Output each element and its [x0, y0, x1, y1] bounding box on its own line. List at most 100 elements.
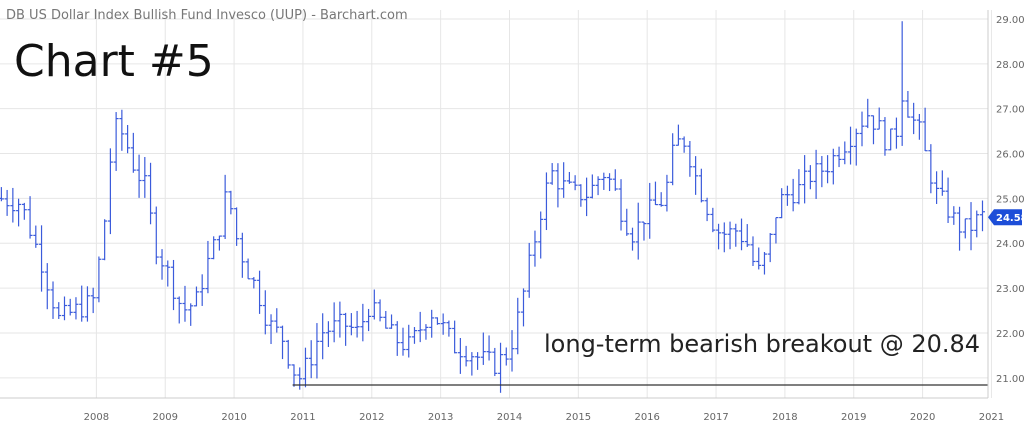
- ohlc-bar: [360, 303, 366, 342]
- ohlc-bar: [377, 299, 383, 322]
- ohlc-bar: [859, 111, 865, 147]
- y-tick-label: 21.00: [996, 374, 1024, 385]
- ohlc-bar: [664, 174, 670, 212]
- chart-title: DB US Dollar Index Bullish Fund Invesco …: [6, 8, 408, 23]
- ohlc-bar: [348, 313, 354, 336]
- ohlc-bar: [411, 327, 417, 344]
- ohlc-bar: [647, 182, 653, 239]
- ohlc-bar: [555, 163, 561, 208]
- ohlc-bar: [245, 258, 251, 280]
- ohlc-bar: [325, 321, 331, 347]
- ohlc-bar: [302, 347, 308, 388]
- x-tick-label: 2020: [910, 412, 935, 423]
- ohlc-bar: [33, 225, 39, 248]
- ohlc-bar: [297, 367, 303, 390]
- ohlc-bar: [825, 155, 831, 184]
- ohlc-bar: [27, 196, 33, 239]
- ohlc-bar: [457, 337, 463, 374]
- ohlc-bar: [280, 325, 286, 360]
- ohlc-bar: [354, 310, 360, 338]
- ohlc-bar: [779, 188, 785, 219]
- ohlc-bar: [876, 107, 882, 130]
- ohlc-bar: [893, 117, 899, 149]
- ohlc-bar: [285, 339, 291, 369]
- ohlc-bar: [50, 281, 56, 319]
- ohlc-bar: [549, 163, 555, 185]
- ohlc-bar: [56, 302, 62, 319]
- ohlc-bar: [934, 171, 940, 204]
- ohlc-bar: [159, 249, 165, 280]
- ohlc-bar: [21, 202, 27, 220]
- ohlc-bar: [813, 149, 819, 199]
- ohlc-bar: [205, 240, 211, 294]
- ohlc-bar: [165, 260, 171, 287]
- ohlc-bar: [480, 332, 486, 365]
- ohlc-bar: [767, 233, 773, 263]
- ohlc-bar: [578, 184, 584, 207]
- ohlc-bar: [721, 222, 727, 253]
- y-tick-label: 22.00: [996, 329, 1024, 340]
- ohlc-bar: [675, 124, 681, 146]
- ohlc-bar: [612, 169, 618, 191]
- ohlc-bar: [228, 190, 234, 215]
- ohlc-bar: [928, 144, 934, 194]
- ohlc-bar: [727, 221, 733, 250]
- ohlc-bar: [222, 174, 228, 240]
- price-bars: [0, 21, 985, 393]
- ohlc-bar: [262, 290, 268, 335]
- x-tick-label: 2010: [221, 412, 246, 423]
- ohlc-bar: [848, 126, 854, 165]
- ohlc-bar: [716, 223, 722, 250]
- ohlc-bar: [90, 287, 96, 314]
- ohlc-bar: [257, 270, 263, 314]
- ohlc-bar: [888, 128, 894, 151]
- ohlc-bar: [561, 162, 567, 198]
- ohlc-bar: [974, 210, 980, 238]
- ohlc-bar: [107, 148, 113, 235]
- ohlc-bar: [274, 308, 280, 333]
- ohlc-bar: [733, 223, 739, 247]
- ohlc-bar: [469, 352, 475, 376]
- ohlc-bar: [710, 207, 716, 233]
- ohlc-bar: [446, 320, 452, 337]
- ohlc-bar: [584, 177, 590, 217]
- ohlc-bar: [417, 311, 423, 343]
- ohlc-bar: [595, 176, 601, 196]
- ohlc-bar: [515, 297, 521, 355]
- ohlc-bar: [176, 296, 182, 324]
- ohlc-bar: [44, 263, 50, 310]
- ohlc-bar: [601, 172, 607, 190]
- ohlc-bar: [509, 330, 515, 372]
- ohlc-bar: [153, 206, 159, 265]
- ohlc-bar: [371, 289, 377, 320]
- ohlc-bar: [343, 312, 349, 346]
- ohlc-bar: [211, 236, 217, 260]
- ohlc-bar: [520, 288, 526, 327]
- ohlc-bar: [268, 314, 274, 345]
- ohlc-bar: [148, 162, 154, 225]
- y-tick-label: 28.00: [996, 60, 1024, 71]
- ohlc-bar: [452, 320, 458, 354]
- ohlc-bar: [641, 221, 647, 241]
- x-tick-label: 2017: [703, 412, 728, 423]
- ohlc-bar: [423, 324, 429, 340]
- ohlc-bar: [836, 146, 842, 168]
- ohlc-bar: [962, 218, 968, 239]
- ohlc-bar: [853, 128, 859, 166]
- ohlc-bar: [979, 200, 985, 232]
- x-tick-label: 2008: [84, 412, 109, 423]
- y-tick-label: 27.00: [996, 105, 1024, 116]
- ohlc-bar: [406, 324, 412, 358]
- ohlc-bar: [687, 141, 693, 177]
- ohlc-bar: [383, 310, 389, 329]
- ohlc-bar: [882, 117, 888, 156]
- ohlc-bar: [589, 174, 595, 199]
- x-tick-label: 2021: [979, 412, 1004, 423]
- ohlc-bar: [16, 198, 22, 227]
- ohlc-bar: [796, 169, 802, 205]
- ohlc-bar: [739, 218, 745, 251]
- ohlc-bar: [475, 352, 481, 370]
- ohlc-bar: [905, 91, 911, 118]
